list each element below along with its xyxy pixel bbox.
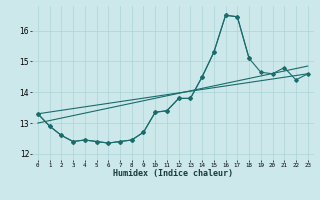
X-axis label: Humidex (Indice chaleur): Humidex (Indice chaleur) — [113, 169, 233, 178]
